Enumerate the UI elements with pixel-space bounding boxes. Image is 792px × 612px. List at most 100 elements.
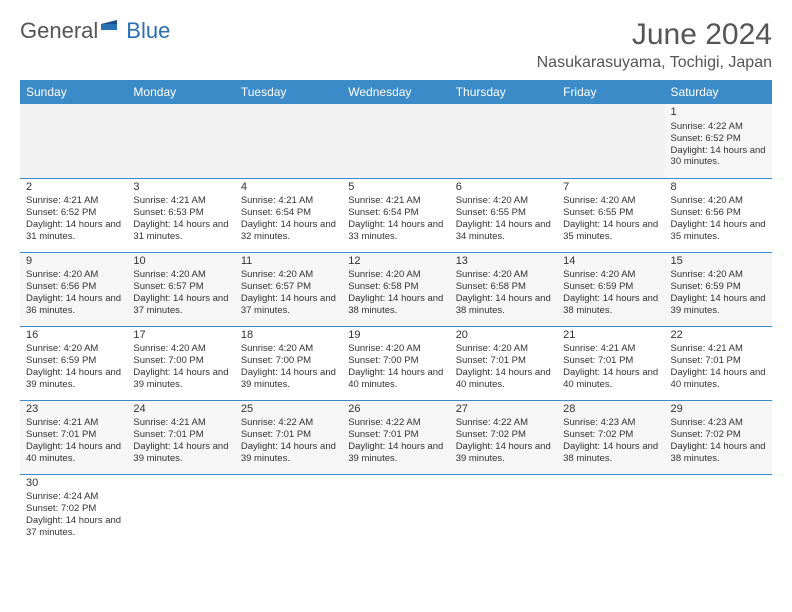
sunset-line: Sunset: 7:00 PM (133, 355, 228, 367)
calendar-row: 9Sunrise: 4:20 AMSunset: 6:56 PMDaylight… (20, 252, 772, 326)
calendar-cell: 16Sunrise: 4:20 AMSunset: 6:59 PMDayligh… (20, 326, 127, 400)
sunrise-line: Sunrise: 4:20 AM (26, 343, 121, 355)
sunrise-line: Sunrise: 4:21 AM (671, 343, 766, 355)
weekday-header: Wednesday (342, 80, 449, 104)
sunset-line: Sunset: 6:59 PM (563, 281, 658, 293)
sunset-line: Sunset: 7:01 PM (456, 355, 551, 367)
calendar-cell: 12Sunrise: 4:20 AMSunset: 6:58 PMDayligh… (342, 252, 449, 326)
calendar-cell: 7Sunrise: 4:20 AMSunset: 6:55 PMDaylight… (557, 178, 664, 252)
sunrise-line: Sunrise: 4:20 AM (563, 269, 658, 281)
sunset-line: Sunset: 7:01 PM (348, 429, 443, 441)
day-number: 13 (456, 255, 551, 269)
weekday-header: Sunday (20, 80, 127, 104)
calendar-cell (665, 474, 772, 548)
calendar-cell: 22Sunrise: 4:21 AMSunset: 7:01 PMDayligh… (665, 326, 772, 400)
sunset-line: Sunset: 6:54 PM (348, 207, 443, 219)
daylight-line: Daylight: 14 hours and 39 minutes. (241, 367, 336, 391)
daylight-line: Daylight: 14 hours and 39 minutes. (348, 441, 443, 465)
sunrise-line: Sunrise: 4:21 AM (133, 417, 228, 429)
day-number: 6 (456, 181, 551, 195)
day-number: 21 (563, 329, 658, 343)
header: General Blue June 2024 Nasukarasuyama, T… (20, 18, 772, 72)
calendar-cell: 13Sunrise: 4:20 AMSunset: 6:58 PMDayligh… (450, 252, 557, 326)
sunrise-line: Sunrise: 4:21 AM (26, 417, 121, 429)
daylight-line: Daylight: 14 hours and 38 minutes. (563, 293, 658, 317)
calendar-cell: 9Sunrise: 4:20 AMSunset: 6:56 PMDaylight… (20, 252, 127, 326)
day-number: 11 (241, 255, 336, 269)
daylight-line: Daylight: 14 hours and 30 minutes. (671, 145, 766, 169)
calendar-cell: 26Sunrise: 4:22 AMSunset: 7:01 PMDayligh… (342, 400, 449, 474)
sunset-line: Sunset: 7:02 PM (26, 503, 121, 515)
calendar-cell: 18Sunrise: 4:20 AMSunset: 7:00 PMDayligh… (235, 326, 342, 400)
sunrise-line: Sunrise: 4:20 AM (241, 269, 336, 281)
day-number: 7 (563, 181, 658, 195)
sunrise-line: Sunrise: 4:23 AM (671, 417, 766, 429)
sunset-line: Sunset: 6:59 PM (26, 355, 121, 367)
calendar-cell (127, 104, 234, 178)
sunset-line: Sunset: 6:57 PM (241, 281, 336, 293)
calendar-row: 2Sunrise: 4:21 AMSunset: 6:52 PMDaylight… (20, 178, 772, 252)
sunrise-line: Sunrise: 4:20 AM (456, 269, 551, 281)
daylight-line: Daylight: 14 hours and 34 minutes. (456, 219, 551, 243)
calendar-cell (342, 474, 449, 548)
calendar-cell (235, 474, 342, 548)
logo-text-1: General (20, 18, 98, 44)
day-number: 14 (563, 255, 658, 269)
weekday-header: Tuesday (235, 80, 342, 104)
calendar-cell: 14Sunrise: 4:20 AMSunset: 6:59 PMDayligh… (557, 252, 664, 326)
calendar-cell: 1Sunrise: 4:22 AMSunset: 6:52 PMDaylight… (665, 104, 772, 178)
day-number: 8 (671, 181, 766, 195)
weekday-header: Friday (557, 80, 664, 104)
calendar-row: 1Sunrise: 4:22 AMSunset: 6:52 PMDaylight… (20, 104, 772, 178)
calendar-cell: 28Sunrise: 4:23 AMSunset: 7:02 PMDayligh… (557, 400, 664, 474)
sunset-line: Sunset: 6:52 PM (26, 207, 121, 219)
daylight-line: Daylight: 14 hours and 37 minutes. (133, 293, 228, 317)
day-number: 28 (563, 403, 658, 417)
daylight-line: Daylight: 14 hours and 39 minutes. (133, 441, 228, 465)
weekday-header: Monday (127, 80, 234, 104)
day-number: 20 (456, 329, 551, 343)
day-number: 9 (26, 255, 121, 269)
calendar-cell: 19Sunrise: 4:20 AMSunset: 7:00 PMDayligh… (342, 326, 449, 400)
daylight-line: Daylight: 14 hours and 38 minutes. (671, 441, 766, 465)
calendar-cell: 20Sunrise: 4:20 AMSunset: 7:01 PMDayligh… (450, 326, 557, 400)
sunrise-line: Sunrise: 4:20 AM (133, 343, 228, 355)
daylight-line: Daylight: 14 hours and 39 minutes. (671, 293, 766, 317)
weekday-header: Saturday (665, 80, 772, 104)
sunrise-line: Sunrise: 4:20 AM (563, 195, 658, 207)
sunrise-line: Sunrise: 4:21 AM (563, 343, 658, 355)
calendar-cell: 15Sunrise: 4:20 AMSunset: 6:59 PMDayligh… (665, 252, 772, 326)
day-number: 26 (348, 403, 443, 417)
day-number: 24 (133, 403, 228, 417)
daylight-line: Daylight: 14 hours and 40 minutes. (26, 441, 121, 465)
sunset-line: Sunset: 6:54 PM (241, 207, 336, 219)
sunset-line: Sunset: 6:52 PM (671, 133, 766, 145)
sunrise-line: Sunrise: 4:20 AM (26, 269, 121, 281)
sunset-line: Sunset: 7:01 PM (563, 355, 658, 367)
day-number: 16 (26, 329, 121, 343)
daylight-line: Daylight: 14 hours and 39 minutes. (133, 367, 228, 391)
calendar-cell: 23Sunrise: 4:21 AMSunset: 7:01 PMDayligh… (20, 400, 127, 474)
sunrise-line: Sunrise: 4:22 AM (671, 121, 766, 133)
sunset-line: Sunset: 7:00 PM (348, 355, 443, 367)
day-number: 27 (456, 403, 551, 417)
day-number: 25 (241, 403, 336, 417)
weekday-header-row: Sunday Monday Tuesday Wednesday Thursday… (20, 80, 772, 104)
day-number: 3 (133, 181, 228, 195)
calendar-cell: 6Sunrise: 4:20 AMSunset: 6:55 PMDaylight… (450, 178, 557, 252)
calendar-cell: 5Sunrise: 4:21 AMSunset: 6:54 PMDaylight… (342, 178, 449, 252)
sunset-line: Sunset: 7:02 PM (456, 429, 551, 441)
sunset-line: Sunset: 7:01 PM (671, 355, 766, 367)
calendar-cell (450, 104, 557, 178)
daylight-line: Daylight: 14 hours and 32 minutes. (241, 219, 336, 243)
calendar-cell: 24Sunrise: 4:21 AMSunset: 7:01 PMDayligh… (127, 400, 234, 474)
day-number: 22 (671, 329, 766, 343)
location: Nasukarasuyama, Tochigi, Japan (537, 54, 772, 72)
sunset-line: Sunset: 6:56 PM (26, 281, 121, 293)
sunset-line: Sunset: 7:01 PM (26, 429, 121, 441)
weekday-header: Thursday (450, 80, 557, 104)
day-number: 23 (26, 403, 121, 417)
month-title: June 2024 (537, 18, 772, 52)
daylight-line: Daylight: 14 hours and 38 minutes. (563, 441, 658, 465)
calendar-cell: 2Sunrise: 4:21 AMSunset: 6:52 PMDaylight… (20, 178, 127, 252)
